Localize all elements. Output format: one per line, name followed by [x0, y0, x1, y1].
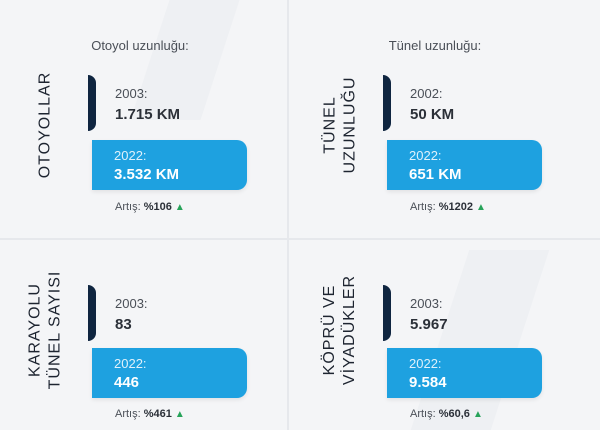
old-year: 2003:: [410, 296, 443, 311]
divider-horizontal: [0, 238, 600, 240]
growth-label: Artış:: [410, 408, 436, 420]
side-label: OTOYOLLAR: [0, 40, 90, 210]
panel-kopru-ve-viyadukler: KÖPRÜ VE VİYADÜKLER 2003: 5.967 2022: 9.…: [295, 215, 575, 425]
old-value: 50 KM: [410, 106, 455, 123]
new-year: 2022:: [409, 356, 442, 371]
old-value: 5.967: [410, 316, 448, 333]
side-label-line-1: OTOYOLLAR: [36, 71, 54, 179]
new-value-box: 2022: 3.532 KM: [92, 140, 247, 190]
new-value-box: 2022: 9.584: [387, 348, 542, 398]
growth-row: Artış: %461 ▲: [115, 408, 185, 420]
old-year: 2002:: [410, 86, 443, 101]
old-year: 2003:: [115, 86, 148, 101]
old-value-marker: [383, 285, 391, 341]
panel-heading: Otoyol uzunluğu:: [91, 38, 189, 53]
growth-value: %461: [143, 408, 172, 420]
side-label-line-2: UZUNLUĞU: [341, 76, 359, 174]
growth-label: Artış:: [115, 201, 141, 213]
new-value: 3.532 KM: [114, 166, 180, 183]
chevron-up-icon: ▲: [174, 202, 185, 213]
growth-value: %106: [143, 201, 172, 213]
new-year: 2022:: [114, 356, 147, 371]
side-label-line-1: KARAYOLU: [26, 283, 44, 377]
chevron-up-icon: ▲: [476, 202, 486, 213]
side-label-line-1: KÖPRÜ VE: [321, 284, 338, 376]
growth-label: Artış:: [410, 201, 436, 213]
old-value-marker: [383, 75, 391, 131]
new-year: 2022:: [114, 148, 147, 163]
growth-value: %60,6: [438, 408, 470, 420]
old-value: 1.715 KM: [115, 106, 181, 123]
old-year: 2003:: [115, 296, 148, 311]
chevron-up-icon: ▲: [174, 409, 185, 420]
panel-tunel-uzunlugu: Tünel uzunluğu: TÜNEL UZUNLUĞU 2002: 50 …: [295, 0, 575, 213]
divider-vertical: [287, 0, 289, 430]
new-year: 2022:: [409, 148, 442, 163]
growth-row: Artış: %106 ▲: [115, 201, 185, 213]
panel-otoyollar: Otoyol uzunluğu: OTOYOLLAR 2003: 1.715 K…: [0, 0, 280, 213]
new-value: 9.584: [409, 374, 447, 391]
new-value: 446: [114, 374, 140, 391]
side-label: KARAYOLU TÜNEL SAYISI: [0, 240, 90, 420]
old-value-marker: [88, 75, 96, 131]
side-label-line-2: TÜNEL SAYISI: [46, 270, 64, 390]
new-value-box: 2022: 651 KM: [387, 140, 542, 190]
side-label: KÖPRÜ VE VİYADÜKLER: [295, 240, 385, 420]
growth-label: Artış:: [115, 408, 141, 420]
side-label: TÜNEL UZUNLUĞU: [295, 40, 385, 210]
chevron-up-icon: ▲: [472, 409, 483, 420]
panel-karayolu-tunel-sayisi: KARAYOLU TÜNEL SAYISI 2003: 83 2022: 446…: [0, 215, 280, 425]
new-value-box: 2022: 446: [92, 348, 247, 398]
growth-row: Artış: %1202 ▲: [410, 201, 486, 213]
growth-value: %1202: [438, 201, 473, 213]
side-label-line-2: VİYADÜKLER: [341, 274, 358, 386]
side-label-line-1: TÜNEL: [321, 96, 339, 154]
panel-heading: Tünel uzunluğu:: [388, 38, 482, 53]
new-value: 651 KM: [409, 166, 462, 183]
growth-row: Artış: %60,6 ▲: [410, 408, 483, 420]
old-value: 83: [115, 316, 132, 333]
old-value-marker: [88, 285, 96, 341]
